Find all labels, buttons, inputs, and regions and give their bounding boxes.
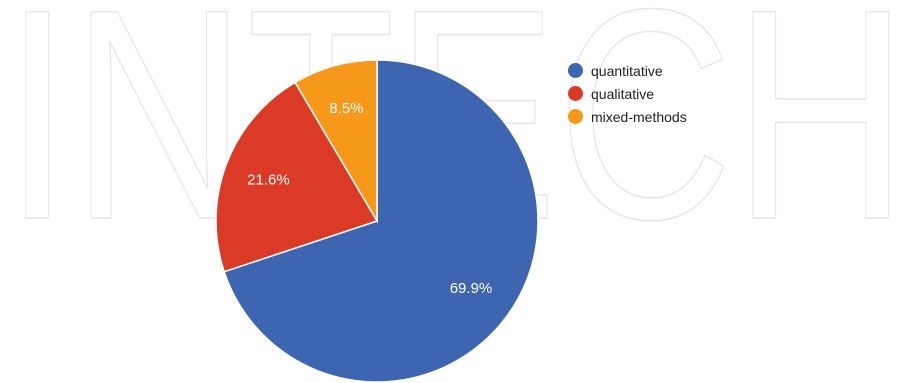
legend-swatch-mixed-methods bbox=[568, 109, 583, 124]
chart-legend: quantitative qualitative mixed-methods bbox=[568, 59, 768, 128]
legend-label-qualitative: qualitative bbox=[591, 85, 655, 102]
legend-label-mixed-methods: mixed-methods bbox=[591, 108, 687, 125]
pie-slice-qualitative bbox=[215, 81, 379, 273]
slice-label-quantitative: 69.9% bbox=[450, 280, 493, 297]
legend-swatch-qualitative bbox=[568, 86, 583, 101]
legend-item-mixed-methods: mixed-methods bbox=[568, 105, 768, 128]
legend-item-quantitative: quantitative bbox=[568, 59, 768, 82]
pie-slice-labels: 69.9% 21.6% 8.5% bbox=[247, 100, 492, 297]
pie-slices bbox=[215, 59, 539, 383]
slice-label-qualitative: 21.6% bbox=[247, 171, 290, 188]
slice-label-mixed-methods: 8.5% bbox=[329, 100, 363, 117]
legend-swatch-quantitative bbox=[568, 63, 583, 78]
legend-label-quantitative: quantitative bbox=[591, 62, 663, 79]
pie-slice-mixed-methods bbox=[294, 59, 378, 224]
pie-slice-quantitative bbox=[223, 59, 539, 383]
legend-item-qualitative: qualitative bbox=[568, 82, 768, 105]
